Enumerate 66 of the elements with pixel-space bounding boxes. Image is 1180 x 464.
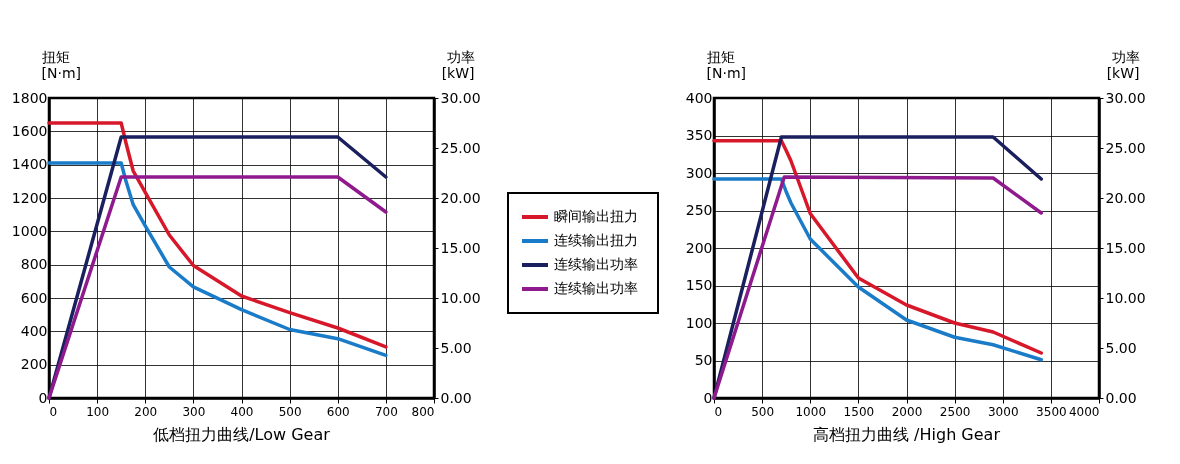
y2-tick-label: 5.00: [1105, 339, 1137, 356]
y-tick-label: 1800: [11, 89, 48, 106]
y-tick-label: 300: [685, 164, 713, 181]
y-tick-label: 50: [694, 352, 713, 368]
y2-tick-label: 10.00: [440, 289, 481, 306]
x-tick-label: 500: [278, 404, 302, 419]
y2-tick-label: 25.00: [1105, 139, 1146, 156]
legend-label: 瞬间输出扭力: [554, 208, 638, 224]
x-tick-label: 700: [374, 404, 398, 419]
y2-tick-label: 15.00: [1105, 239, 1146, 256]
y2-tick-label: 20.00: [440, 189, 481, 206]
y-tick-label: 100: [685, 314, 713, 331]
y-tick-label: 200: [20, 356, 48, 373]
y2-tick-label: 30.00: [1105, 89, 1146, 106]
line-series: [47, 121, 388, 349]
x-tick-label: 300: [182, 404, 206, 419]
y2-tick-label: 5.00: [440, 339, 472, 356]
y2-tick-label: 0.00: [440, 389, 472, 406]
x-tick-label: 2500: [939, 404, 971, 419]
y-tick-label: 1400: [11, 156, 48, 173]
y2-tick-label: 20.00: [1105, 189, 1146, 206]
x-tick-label: 0: [714, 404, 723, 419]
y2-axis-title: 功率 [kW]: [441, 48, 475, 81]
y2-tick-label: 25.00: [440, 139, 481, 156]
x-tick-label: 500: [751, 404, 775, 419]
y-tick-label: 1600: [11, 122, 48, 139]
y-axis-title: 扭矩 [N·m]: [41, 48, 81, 81]
x-tick-label: 200: [134, 404, 158, 419]
x-tick-label: 2000: [891, 404, 923, 419]
text: 高档扭力曲线 /High Gear: [813, 425, 1001, 444]
y-tick-label: 150: [685, 277, 713, 293]
line-series: [47, 161, 388, 358]
y-tick-label: 800: [20, 256, 48, 273]
y-tick-label: 350: [685, 127, 713, 143]
x-tick-label: 0: [49, 404, 58, 419]
y2-axis-title: 功率 [kW]: [1106, 48, 1140, 81]
line-series: [712, 175, 1043, 400]
x-tick-label: 400: [230, 404, 254, 419]
x-tick-label: 3500: [1036, 404, 1067, 419]
y-tick-label: 250: [685, 202, 713, 218]
x-tick-label: 800: [411, 404, 435, 419]
line-series: [712, 139, 1043, 355]
y2-tick-label: 15.00: [440, 239, 481, 256]
x-tick-label: 1000: [795, 404, 827, 419]
y-tick-label: 0: [38, 389, 48, 406]
y2-tick-label: 10.00: [1105, 289, 1146, 306]
text: 低档扭力曲线/Low Gear: [153, 425, 331, 444]
y-axis-title: 扭矩 [N·m]: [706, 48, 746, 81]
y-tick-label: 600: [20, 289, 48, 306]
legend-label: 连续输出扭力: [554, 232, 638, 248]
y2-tick-label: 0.00: [1105, 389, 1137, 406]
y-tick-label: 1200: [11, 189, 48, 206]
legend-label: 连续输出功率: [554, 280, 638, 296]
y2-tick-label: 30.00: [440, 89, 481, 106]
x-tick-label: 100: [86, 404, 110, 419]
y-tick-label: 400: [20, 322, 48, 339]
x-tick-label: 1500: [843, 404, 875, 419]
y-tick-label: 200: [685, 239, 713, 256]
x-tick-label: 4000: [1068, 404, 1100, 419]
y-tick-label: 1000: [11, 222, 48, 239]
x-tick-label: 600: [326, 404, 350, 419]
legend-label: 连续输出功率: [554, 256, 638, 272]
x-tick-label: 3000: [987, 404, 1019, 419]
y-tick-label: 400: [685, 89, 713, 106]
line-series: [712, 177, 1043, 362]
y-tick-label: 0: [703, 389, 713, 406]
